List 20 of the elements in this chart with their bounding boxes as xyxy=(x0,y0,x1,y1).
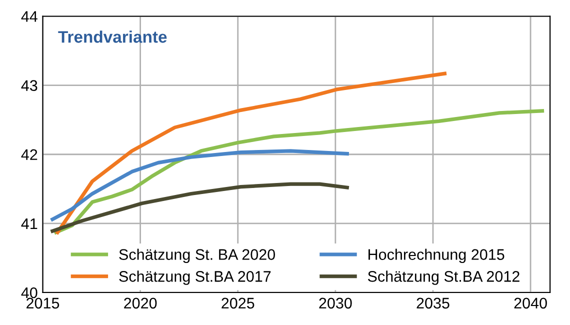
x-tick-label: 2035 xyxy=(416,298,450,309)
legend-label: Schätzung St.BA 2012 xyxy=(368,270,520,285)
y-tick-label: 44 xyxy=(21,11,38,22)
legend-label: Schätzung St. BA 2020 xyxy=(119,248,276,263)
text: Trendvariante xyxy=(58,30,167,43)
x-tick-label: 2025 xyxy=(222,298,254,309)
x-tick-label: 2015 xyxy=(26,298,60,309)
line-series xyxy=(50,182,349,233)
legend-label: Hochrechnung 2015 xyxy=(368,248,504,263)
line-series xyxy=(54,109,544,234)
line-series xyxy=(56,72,446,234)
x-tick-label: 2040 xyxy=(514,298,547,309)
legend-label: Schätzung St.BA 2017 xyxy=(119,270,271,285)
y-tick-label: 42 xyxy=(21,149,38,160)
y-tick-label: 41 xyxy=(21,218,38,229)
y-tick-label: 40 xyxy=(21,287,38,298)
y-tick-label: 43 xyxy=(21,80,38,91)
x-tick-label: 2030 xyxy=(319,298,352,309)
x-tick-label: 2020 xyxy=(124,298,157,309)
line-series xyxy=(50,149,349,222)
